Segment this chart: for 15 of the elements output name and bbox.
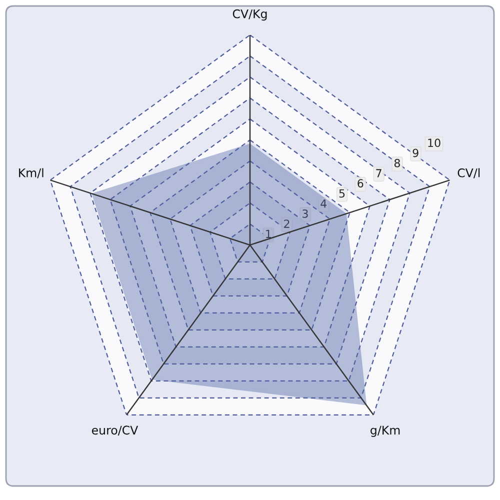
spoke-label: Km/l bbox=[19, 168, 44, 178]
y-tick-label: 8 bbox=[394, 158, 400, 168]
y-tick-label: 6 bbox=[358, 179, 364, 188]
y-tick-label: 9 bbox=[412, 148, 418, 158]
y-tick-label: 10 bbox=[428, 138, 440, 148]
spoke-label: g/Km bbox=[370, 426, 400, 437]
y-tick-label: 4 bbox=[320, 200, 327, 208]
y-tick-label: 5 bbox=[339, 189, 345, 198]
spoke-label: CV/l bbox=[458, 168, 480, 178]
y-tick-label: 2 bbox=[284, 220, 290, 228]
y-tick-label: 1 bbox=[266, 230, 271, 238]
y-tick-label: 3 bbox=[302, 209, 308, 218]
spoke-label: CV/Kg bbox=[232, 9, 267, 21]
spoke-label: euro/CV bbox=[92, 426, 138, 436]
y-tick-label: 7 bbox=[376, 169, 382, 178]
